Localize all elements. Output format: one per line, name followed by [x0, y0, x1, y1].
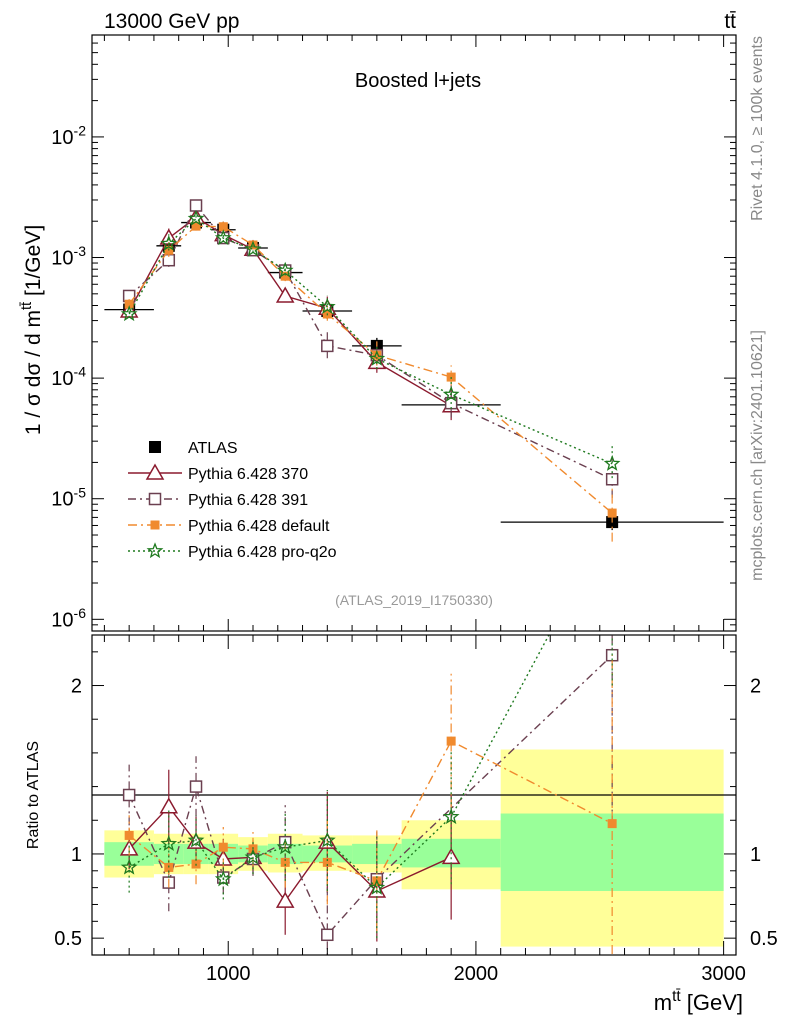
point-pq2o — [160, 235, 178, 251]
legend-label-ATLAS: ATLAS — [188, 440, 238, 457]
legend-label-pdefault: Pythia 6.428 default — [188, 518, 330, 535]
legend-label-p391: Pythia 6.428 391 — [188, 492, 308, 509]
ratio-point-pq2o — [276, 838, 294, 855]
ratio-point-pdefault — [446, 736, 456, 746]
legend-marker-pdefault — [150, 520, 160, 530]
ratio-y-tick-label-right: 1 — [750, 844, 761, 866]
ratio-point-p391 — [321, 928, 334, 942]
legend-marker-p391 — [148, 492, 162, 506]
y-tick-label: 10-3 — [51, 243, 86, 269]
ratio-point-p391 — [189, 780, 203, 793]
main-panel-ticks: 10-6 10-5 10-4 10-3 10-2 — [51, 34, 736, 632]
ratio-series-pq2o — [120, 635, 613, 939]
y-tick-label: 10-6 — [51, 605, 86, 631]
point-pq2o — [319, 298, 336, 314]
x-tick-label: 1000 — [206, 963, 251, 985]
legend-item-pdefault: Pythia 6.428 default — [128, 518, 330, 535]
ratio-point-pdefault — [607, 819, 617, 829]
y-tick-label: 10-4 — [51, 364, 86, 390]
ratio-panel-ticks: 0.5 0.5 1 1 2 2 1000 2000 3000 — [54, 635, 778, 985]
legend-marker-pq2o — [146, 542, 164, 559]
ratio-y-tick-label-left: 0.5 — [54, 928, 82, 950]
point-p391 — [321, 339, 334, 353]
legend-marker-p370 — [145, 463, 165, 480]
ratio-y-tick-label-right: 2 — [750, 676, 761, 698]
legend-label-pq2o: Pythia 6.428 pro-q2o — [188, 544, 337, 561]
legend: ATLAS Pythia 6.428 370 Pythia 6.428 391 Pyt… — [128, 440, 337, 561]
ratio-y-tick-label-right: 0.5 — [750, 928, 778, 950]
ratio-point-pq2o — [160, 834, 178, 851]
ratio-point-pdefault — [218, 842, 228, 852]
y-tick-label: 10-2 — [51, 123, 86, 149]
point-pq2o — [603, 454, 621, 471]
point-pdefault — [124, 299, 134, 309]
ratio-point-pdefault — [322, 857, 332, 867]
series-pq2o — [120, 209, 621, 479]
ratio-point-pq2o — [187, 831, 205, 848]
mcplots-label: mcplots.cern.ch [arXiv:2401.10621] — [749, 330, 766, 581]
point-pdefault — [372, 350, 382, 360]
legend-label-p370: Pythia 6.428 370 — [188, 466, 308, 483]
ratio-y-tick-label-left: 2 — [71, 676, 82, 698]
point-p370 — [275, 286, 295, 303]
ratio-point-pq2o — [319, 831, 336, 848]
ratio-y-tick-label-left: 1 — [71, 844, 82, 866]
legend-item-p391: Pythia 6.428 391 — [128, 492, 308, 509]
x-tick-label: 2000 — [454, 963, 499, 985]
ratio-point-p391 — [122, 788, 136, 802]
y-tick-label: 10-5 — [51, 484, 86, 510]
point-pdefault — [191, 221, 201, 231]
chart-title: Boosted l+jets — [355, 70, 481, 92]
x-axis-label-text: mtt̄ [GeV] — [654, 988, 743, 1015]
main-panel-frame — [91, 34, 737, 632]
ratio-point-p370 — [159, 797, 179, 814]
point-pq2o — [442, 385, 460, 402]
process-label: tt̄ — [724, 10, 736, 33]
ratio-point-pq2o — [368, 878, 386, 895]
legend-item-pq2o: Pythia 6.428 pro-q2o — [128, 542, 337, 561]
point-pq2o — [187, 209, 205, 226]
ratio-line-pdefault — [128, 740, 613, 882]
ratio-point-p370 — [275, 891, 295, 908]
point-pdefault — [607, 508, 617, 518]
y-axis-label-text: 1 / σ dσ / d mtt̄ [1/GeV] — [19, 225, 45, 435]
point-pq2o — [244, 240, 262, 257]
legend-item-p370: Pythia 6.428 370 — [128, 463, 308, 483]
ratio-point-pdefault — [124, 830, 134, 840]
ratio-panel-frame — [91, 634, 737, 956]
ratio-point-pq2o — [214, 870, 232, 887]
rivet-label: Rivet 4.1.0, ≥ 100k events — [749, 36, 766, 221]
analysis-label: (ATLAS_2019_I1750330) — [335, 592, 493, 608]
point-p391 — [605, 473, 619, 486]
ratio-y-axis-label: Ratio to ATLAS — [25, 741, 42, 849]
ratio-point-pq2o — [244, 848, 262, 865]
ratio-panel-series — [119, 635, 619, 955]
legend-item-ATLAS: ATLAS — [149, 440, 238, 457]
point-pdefault — [218, 222, 228, 232]
line-pq2o — [128, 217, 613, 465]
point-pq2o — [276, 261, 294, 278]
point-pq2o — [214, 229, 232, 246]
point-p391 — [189, 199, 203, 212]
line-p391 — [128, 204, 613, 480]
point-pdefault — [280, 271, 290, 281]
energy-label: 13000 GeV pp — [104, 10, 239, 33]
x-axis-label: mtt̄ [GeV] — [654, 988, 743, 1015]
main-panel-series — [104, 199, 724, 542]
ratio-point-pq2o — [442, 808, 460, 825]
point-pq2o — [368, 349, 386, 366]
x-tick-label: 3000 — [701, 963, 746, 985]
ratio-point-pdefault — [280, 857, 290, 867]
point-pq2o — [120, 305, 138, 322]
point-pdefault — [248, 240, 258, 250]
main-y-axis-label: 1 / σ dσ / d mtt̄ [1/GeV] — [19, 225, 45, 435]
ratio-point-pq2o — [120, 858, 138, 875]
legend-marker-ATLAS — [149, 441, 161, 453]
